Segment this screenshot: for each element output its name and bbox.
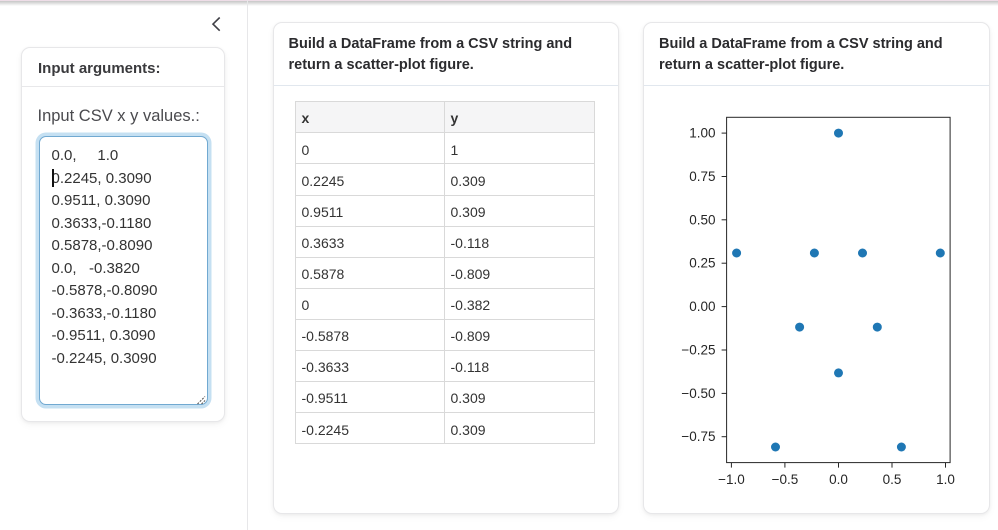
svg-text:0.50: 0.50	[689, 212, 715, 227]
svg-text:−0.75: −0.75	[681, 429, 715, 444]
svg-text:0.0: 0.0	[829, 472, 848, 487]
svg-text:0.75: 0.75	[689, 169, 715, 184]
svg-text:1.00: 1.00	[689, 126, 715, 141]
svg-text:−0.25: −0.25	[681, 343, 715, 358]
svg-text:−0.50: −0.50	[681, 386, 715, 401]
svg-text:1.0: 1.0	[936, 472, 955, 487]
svg-text:−1.0: −1.0	[718, 472, 745, 487]
svg-text:−0.5: −0.5	[772, 472, 799, 487]
svg-text:0.00: 0.00	[689, 299, 715, 314]
svg-text:0.5: 0.5	[883, 472, 902, 487]
svg-text:0.25: 0.25	[689, 256, 715, 271]
